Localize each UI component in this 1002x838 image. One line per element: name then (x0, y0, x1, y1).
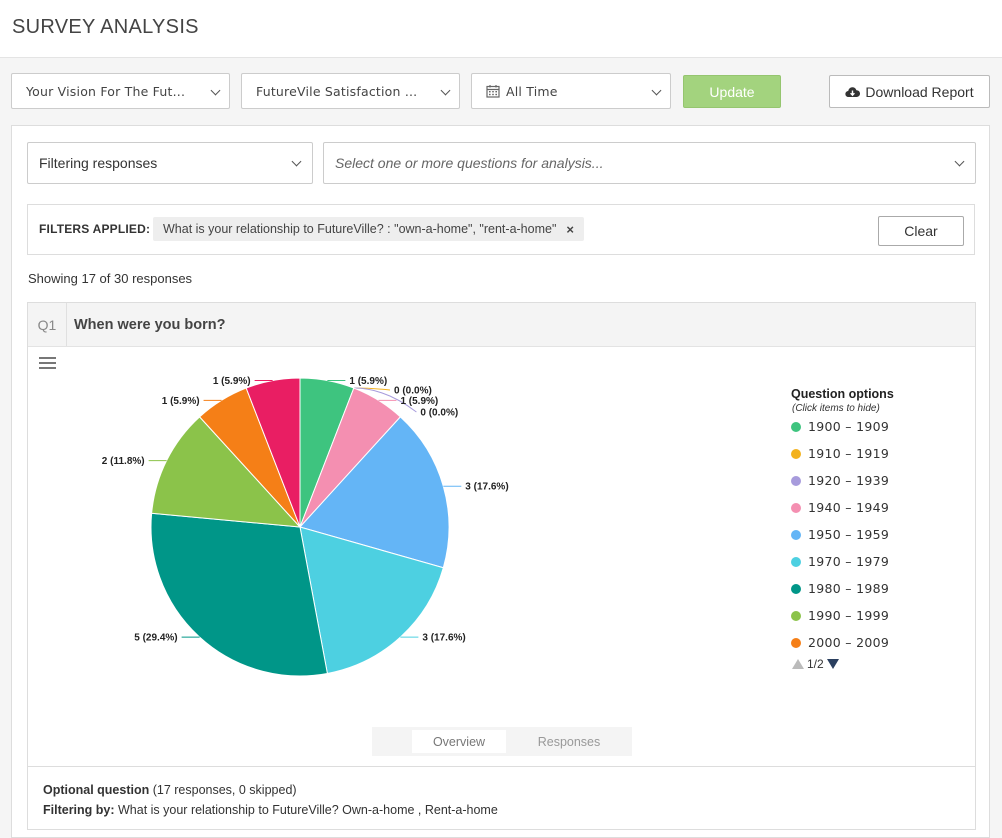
pie-data-label: 0 (0.0%) (394, 386, 432, 397)
legend-label: 1990 – 1999 (808, 608, 890, 623)
filters-applied-label: FILTERS APPLIED: (39, 222, 151, 236)
pie-data-label: 5 (29.4%) (134, 633, 177, 644)
legend-swatch (791, 421, 801, 432)
legend-item[interactable]: 1970 – 1979 (791, 554, 889, 569)
question-title: When were you born? (74, 317, 226, 333)
pie-slice[interactable] (150, 512, 328, 677)
legend-swatch (791, 637, 801, 648)
download-report-button[interactable]: Download Report (829, 75, 990, 108)
pie-label-connector (353, 387, 417, 413)
legend-label: 1950 – 1959 (808, 527, 890, 542)
legend-title: Question options (791, 387, 894, 401)
tab-overview[interactable]: Overview (412, 730, 506, 753)
filters-applied-bar: FILTERS APPLIED: What is your relationsh… (27, 204, 975, 255)
update-button[interactable]: Update (683, 75, 781, 108)
page-header: SURVEY ANALYSIS (0, 0, 1002, 58)
legend-label: 1900 – 1909 (808, 419, 890, 434)
legend-swatch (791, 502, 801, 513)
survey-select[interactable]: Your Vision For The Fut... (11, 73, 230, 109)
legend-pager: 1/2 (792, 657, 839, 671)
legend-swatch (791, 556, 801, 567)
clear-filters-button[interactable]: Clear (878, 216, 964, 246)
page-title: SURVEY ANALYSIS (12, 16, 199, 38)
legend-item[interactable]: 1910 – 1919 (791, 446, 889, 461)
question-card: Q1 When were you born? 1 (5.9%) 0 (0.0%) 0… (27, 302, 976, 830)
filter-chip: What is your relationship to FutureVille… (153, 217, 584, 241)
cloud-download-icon (845, 86, 861, 97)
legend-item[interactable]: 1980 – 1989 (791, 581, 889, 596)
legend-swatch (791, 448, 801, 459)
legend-subtitle: (Click items to hide) (792, 403, 880, 414)
pie-data-label: 1 (5.9%) (162, 396, 200, 407)
question-number: Q1 (28, 303, 67, 346)
response-count: Showing 17 of 30 responses (28, 271, 193, 286)
legend-label: 1970 – 1979 (808, 554, 890, 569)
legend-label: 1910 – 1919 (808, 446, 890, 461)
pie-slice[interactable] (245, 377, 301, 528)
pie-slice[interactable] (299, 526, 444, 675)
close-icon[interactable]: × (566, 221, 574, 237)
question-select[interactable]: Select one or more questions for analysi… (323, 142, 976, 184)
pie-data-label: 1 (5.9%) (349, 376, 387, 387)
legend-swatch (791, 610, 801, 621)
pie-data-label: 3 (17.6%) (422, 633, 465, 644)
legend-item[interactable]: 1990 – 1999 (791, 608, 889, 623)
pie-data-label: 3 (17.6%) (465, 482, 508, 493)
legend-page: 1/2 (807, 657, 824, 671)
arrow-up-icon[interactable] (792, 659, 804, 669)
tab-responses[interactable]: Responses (537, 734, 601, 749)
legend-swatch (791, 583, 801, 594)
chevron-down-icon (440, 85, 451, 96)
legend-swatch (791, 475, 801, 486)
legend-label: 2000 – 2009 (808, 635, 890, 650)
chevron-down-icon (210, 85, 221, 96)
analysis-panel: Filtering responses Select one or more q… (11, 125, 990, 838)
calendar-icon (486, 85, 500, 98)
arrow-down-icon[interactable] (826, 659, 839, 669)
pie-data-label: 1 (5.9%) (400, 396, 438, 407)
chevron-down-icon (954, 156, 965, 167)
hamburger-menu-icon[interactable] (39, 357, 56, 370)
time-range-select[interactable]: All Time (471, 73, 671, 109)
question-header: Q1 When were you born? (28, 303, 975, 347)
legend-item[interactable]: 2000 – 2009 (791, 635, 889, 650)
pie-chart: 1 (5.9%)0 (0.0%)0 (0.0%)1 (5.9%)3 (17.6%… (102, 376, 509, 677)
survey-version-select[interactable]: FutureVile Satisfaction ... (241, 73, 460, 109)
pie-slice[interactable] (151, 416, 302, 528)
toolbar: Your Vision For The Fut... FutureVile Sa… (11, 73, 990, 109)
pie-data-label: 2 (11.8%) (102, 456, 145, 467)
pie-slice[interactable] (299, 416, 450, 569)
legend-label: 1920 – 1939 (808, 473, 890, 488)
legend-item[interactable]: 1900 – 1909 (791, 419, 889, 434)
legend-swatch (791, 529, 801, 540)
view-tabs: Overview Responses (372, 727, 632, 756)
legend-item[interactable]: 1940 – 1949 (791, 500, 889, 515)
filter-mode-select[interactable]: Filtering responses (27, 142, 313, 184)
legend-item[interactable]: 1920 – 1939 (791, 473, 889, 488)
legend-label: 1940 – 1949 (808, 500, 890, 515)
legend-item[interactable]: 1950 – 1959 (791, 527, 889, 542)
chevron-down-icon (291, 156, 302, 167)
question-footer: Optional question (17 responses, 0 skipp… (28, 766, 975, 829)
pie-data-label: 0 (0.0%) (420, 408, 458, 419)
legend-label: 1980 – 1989 (808, 581, 890, 596)
chevron-down-icon (651, 85, 662, 96)
pie-data-label: 1 (5.9%) (213, 376, 251, 387)
filter-chip-text: What is your relationship to FutureVille… (163, 222, 557, 236)
